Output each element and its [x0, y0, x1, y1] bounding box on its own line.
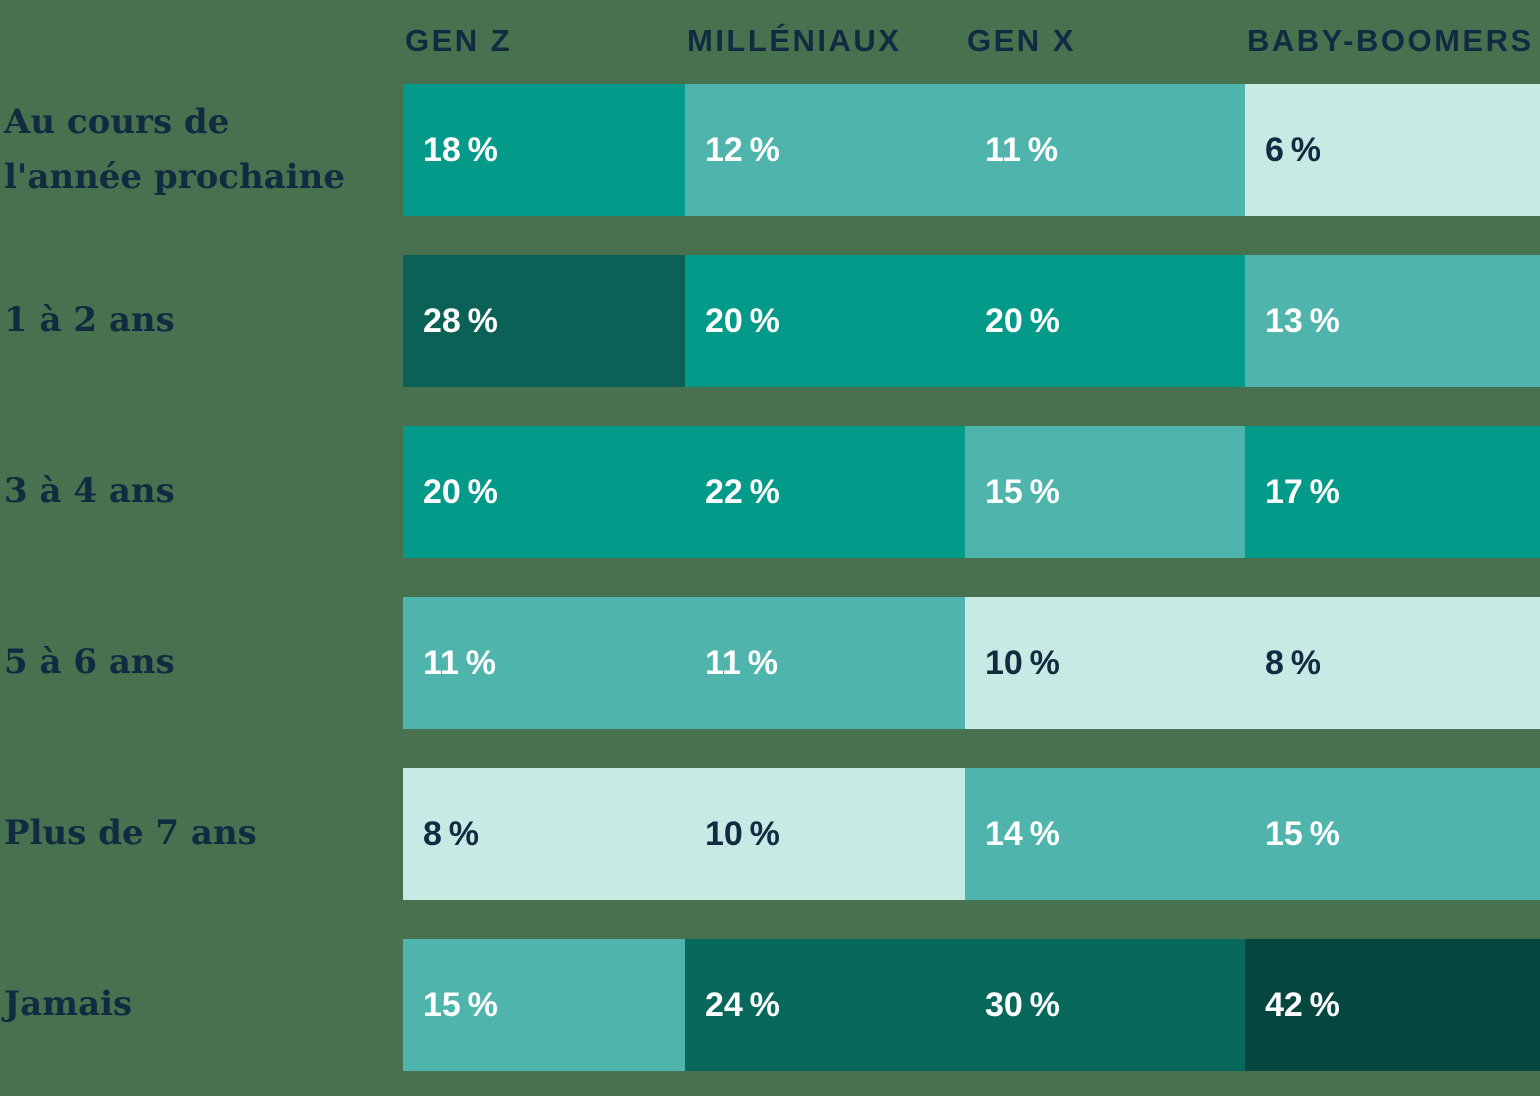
- row-label: Au cours de l'année prochaine: [4, 101, 345, 197]
- heatmap-cell: 20 %: [403, 426, 685, 558]
- heatmap-cell: 10 %: [685, 768, 965, 900]
- heatmap-cell: 8 %: [1245, 597, 1540, 729]
- heatmap-cell: 42 %: [1245, 939, 1540, 1071]
- heatmap-cell: 11 %: [965, 84, 1245, 216]
- row-label: 3 à 4 ans: [4, 471, 175, 512]
- heatmap-cell: 30 %: [965, 939, 1245, 1071]
- heatmap-cell: 8 %: [403, 768, 685, 900]
- heatmap-row: 3 à 4 ans 20 % 22 % 15 % 17 %: [0, 426, 1540, 558]
- heatmap-cell: 15 %: [1245, 768, 1540, 900]
- heatmap-cell: 18 %: [403, 84, 685, 216]
- heatmap-cell: 24 %: [685, 939, 965, 1071]
- column-header: GEN Z: [405, 23, 513, 58]
- heatmap-cell: 14 %: [965, 768, 1245, 900]
- heatmap-cell: 22 %: [685, 426, 965, 558]
- column-header: BABY-BOOMERS: [1247, 23, 1534, 58]
- column-header-row: GEN Z MILLÉNIAUX GEN X BABY-BOOMERS: [0, 0, 1540, 84]
- heatmap-rows: Au cours de l'année prochaine 18 % 12 % 11 …: [0, 84, 1540, 1071]
- heatmap-row: 5 à 6 ans 11 % 11 % 10 % 8 %: [0, 597, 1540, 729]
- heatmap-cell: 15 %: [403, 939, 685, 1071]
- heatmap-row: Jamais 15 % 24 % 30 % 42 %: [0, 939, 1540, 1071]
- row-label: 5 à 6 ans: [4, 642, 175, 683]
- column-header: GEN X: [967, 23, 1076, 58]
- heatmap-cell: 17 %: [1245, 426, 1540, 558]
- heatmap-cell: 20 %: [685, 255, 965, 387]
- heatmap-chart: GEN Z MILLÉNIAUX GEN X BABY-BOOMERS Au cour…: [0, 0, 1540, 1071]
- heatmap-cell: 12 %: [685, 84, 965, 216]
- heatmap-row: Plus de 7 ans 8 % 10 % 14 % 15 %: [0, 768, 1540, 900]
- heatmap-cell: 20 %: [965, 255, 1245, 387]
- heatmap-cell: 10 %: [965, 597, 1245, 729]
- heatmap-row: 1 à 2 ans 28 % 20 % 20 % 13 %: [0, 255, 1540, 387]
- row-label: 1 à 2 ans: [4, 300, 175, 341]
- heatmap-cell: 13 %: [1245, 255, 1540, 387]
- heatmap-row: Au cours de l'année prochaine 18 % 12 % 11 …: [0, 84, 1540, 216]
- heatmap-cell: 11 %: [403, 597, 685, 729]
- heatmap-cell: 6 %: [1245, 84, 1540, 216]
- heatmap-cell: 15 %: [965, 426, 1245, 558]
- column-header: MILLÉNIAUX: [687, 23, 902, 58]
- row-label: Plus de 7 ans: [4, 813, 257, 854]
- heatmap-cell: 28 %: [403, 255, 685, 387]
- heatmap-cell: 11 %: [685, 597, 965, 729]
- row-label: Jamais: [4, 984, 133, 1025]
